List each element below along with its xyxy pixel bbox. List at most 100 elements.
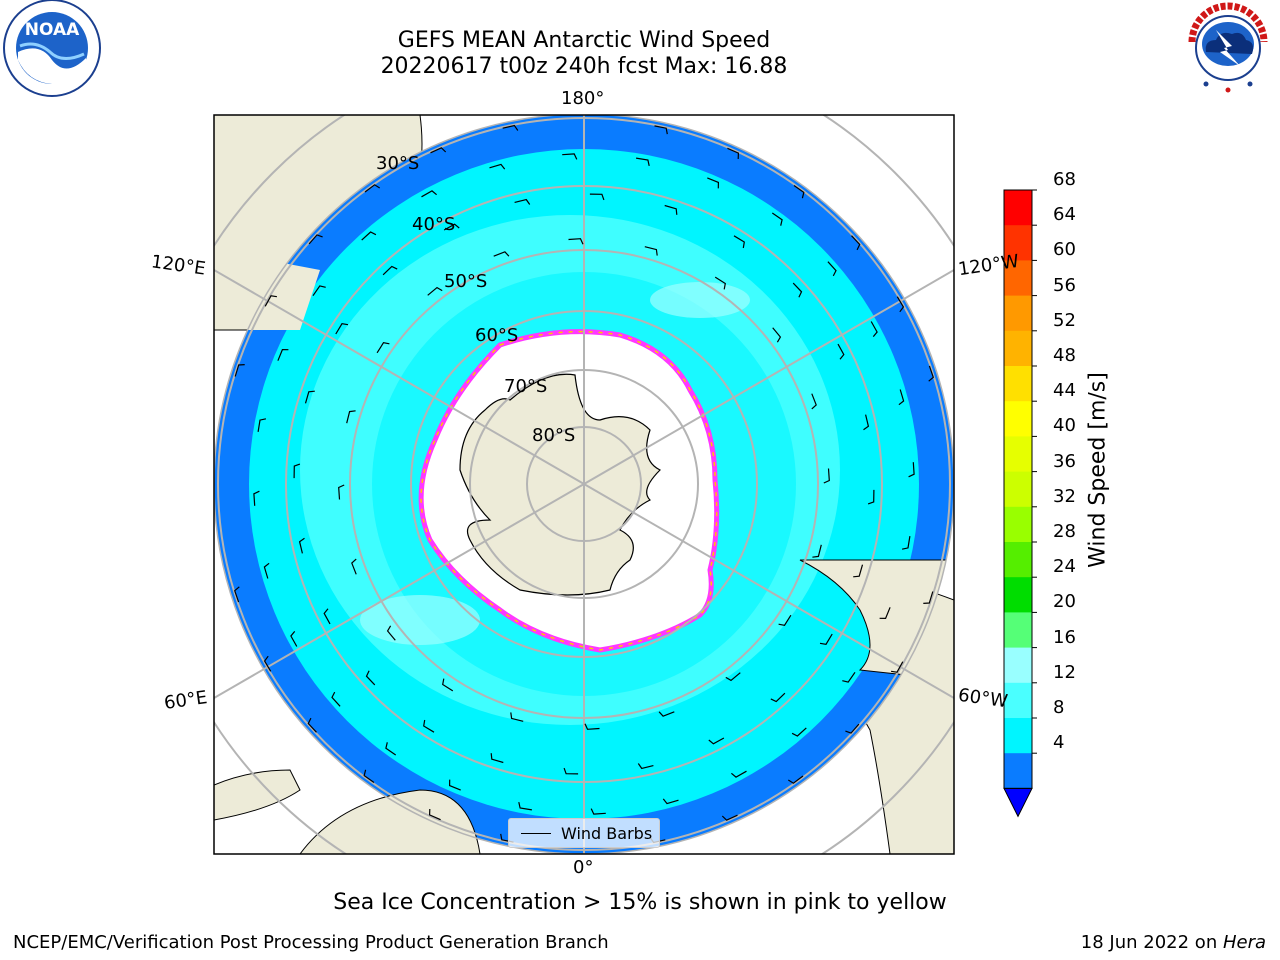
colorbar-tick-label: 52 [1053,309,1076,331]
wind-barb [335,323,349,335]
colorbar-label: Wind Speed [m/s] [1085,372,1111,568]
wind-barb [346,410,356,424]
colorbar [1003,189,1037,818]
wind-barb [264,295,277,307]
wind-barb [234,364,245,377]
wind-barb [518,801,532,811]
colorbar-tick-label: 20 [1053,591,1076,613]
wind-barb [385,742,397,756]
wind-barb [908,462,915,478]
colorbar-segment [1004,295,1032,332]
colorbar-segment [1004,612,1032,649]
wind-barb [493,251,510,257]
wind-barb [364,184,381,193]
colorbar-tick-label: 24 [1053,556,1076,578]
wind-barb [430,147,447,154]
colorbar-tick-label: 16 [1053,626,1076,648]
wind-barb [365,670,376,686]
wind-barb [568,238,584,245]
wind-barb [928,365,935,382]
wind-barb [811,393,817,410]
colorbar-segment [1004,436,1032,473]
wind-barb [725,672,741,682]
wind-barb [490,753,504,764]
wind-barb [293,463,301,479]
colorbar-segment [1004,542,1032,578]
colorbar-tick-label: 64 [1053,204,1076,226]
colorbar-tick-label: 32 [1053,485,1076,507]
wind-barb [827,261,837,277]
lat-label-50: 50°S [444,271,487,292]
wind-barb [664,204,678,215]
wind-barb [257,418,267,432]
colorbar-tick-label: 8 [1053,697,1065,718]
wind-barb [312,285,326,297]
colorbar-tick-label: 36 [1053,450,1076,472]
wind-barb [562,153,578,160]
colorbar-tick-label: 44 [1053,380,1076,402]
wind-barb [382,265,398,276]
wind-barb [923,591,934,604]
wind-barb [361,231,377,241]
wind-barb [791,727,807,737]
wind-barb [386,625,396,641]
footer-credit: NCEP/EMC/Verification Post Processing Pr… [13,932,609,953]
footer-date: 18 Jun 2022 on Hera [1081,932,1266,953]
wind-barb [658,711,675,717]
wind-barb [853,564,864,578]
wind-barb [842,671,856,683]
wind-barb [233,586,240,603]
wind-barb [489,163,506,170]
caption: Sea Ice Concentration > 15% is shown in … [333,890,947,915]
colorbar-segment [1004,682,1032,719]
wind-barb [514,198,531,205]
colorbar-tick-label: 68 [1053,169,1076,190]
wind-barb [891,661,904,673]
wind-barb [707,177,720,189]
colorbar-tick-label: 12 [1053,661,1076,683]
colorbar-tick-label: 48 [1053,345,1076,366]
colorbar-tick-label: 28 [1053,521,1076,542]
wind-barb [845,723,860,734]
wind-barb [819,633,833,645]
lat-label-30: 30°S [376,153,419,174]
wind-barb [727,147,740,160]
legend: Wind Barbs [508,818,660,848]
wind-barb [636,157,650,167]
chart-title: GEFS MEAN Antarctic Wind Speed [397,28,771,53]
wind-barb [708,737,725,745]
wind-barb [307,717,317,733]
wind-barb [870,321,878,337]
lat-label-60: 60°S [475,325,518,346]
wind-barb [376,342,390,354]
wind-barb [323,608,331,625]
wind-barb [590,808,606,815]
wind-barb [331,691,341,707]
colorbar-tick-label: 56 [1053,274,1076,296]
colorbar-segment [1004,260,1032,297]
chart-subtitle: 20220617 t00z 240h fcst Max: 16.88 [380,54,788,79]
wind-barb [442,678,454,692]
colorbar-tick-label: 40 [1053,415,1076,437]
colorbar-segment [1004,506,1032,543]
wind-barb [510,712,524,722]
wind-barb [263,562,270,579]
colorbar-under-triangle [1003,787,1033,818]
footer-date-text: 18 Jun 2022 on [1080,932,1223,953]
footer-machine: Hera [1222,932,1266,953]
wind-barb [879,607,891,620]
wind-barb [423,719,435,733]
wind-barb [338,484,345,500]
wind-barb [584,723,600,730]
wind-barb [714,276,726,290]
wind-barb [770,692,786,703]
wind-barb [812,544,822,558]
wind-barb [793,185,805,199]
wind-barbs [233,124,935,844]
colorbar-tick-label: 60 [1053,239,1076,261]
wind-barb [823,468,830,484]
wind-barb [298,537,305,554]
wind-barb [837,343,845,360]
graticule [214,115,954,854]
